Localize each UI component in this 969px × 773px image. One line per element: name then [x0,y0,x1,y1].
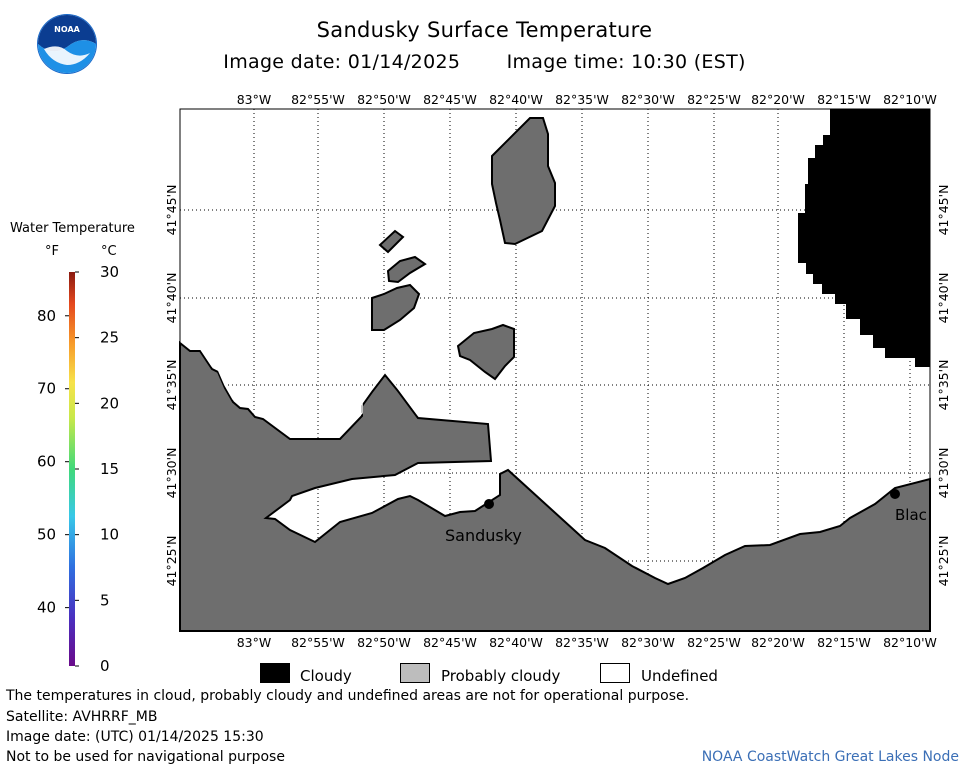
f-tick-label: 80 [37,307,56,325]
f-tick-label: 50 [37,526,56,544]
longitude-label: 82°20'W [751,92,805,107]
longitude-label: 82°40'W [489,635,543,650]
latitude-label-right: 41°40'N [936,273,951,324]
blac-label: Blac [895,506,927,524]
c-tick-label: 15 [100,460,119,478]
south-bass-island [456,323,515,381]
longitude-label: 82°15'W [817,635,871,650]
c-tick-label: 30 [100,263,119,281]
longitude-label: 82°50'W [357,92,411,107]
longitude-label: 82°45'W [423,92,477,107]
noaa-logo-text: NOAA [54,25,80,34]
map-title: Sandusky Surface Temperature [316,18,653,42]
longitude-label: 82°40'W [489,92,543,107]
disclaimer-text: The temperatures in cloud, probably clou… [6,688,690,704]
longitude-label: 82°25'W [687,92,741,107]
cloud-region [798,109,930,367]
latitude-label-left: 41°25'N [164,536,179,587]
longitude-label: 82°20'W [751,635,805,650]
latitude-label-left: 41°30'N [164,448,179,499]
legend-swatch-probably-cloudy [400,663,430,683]
image-date-label: Image date: 01/14/2025 [223,51,461,73]
map-frame [179,108,931,632]
small-island-1 [378,229,405,254]
latitude-label-right: 41°30'N [936,448,951,499]
colorbar-unit-c: °C [101,244,117,259]
c-tick-label: 10 [100,526,119,544]
longitude-label: 82°55'W [291,92,345,107]
c-tick-label: 5 [100,591,110,609]
longitude-label: 82°55'W [291,635,345,650]
f-tick-label: 40 [37,599,56,617]
f-tick-label: 60 [37,453,56,471]
small-island-2 [386,255,427,284]
c-tick-label: 20 [100,394,119,412]
legend-label-undefined: Undefined [641,667,718,685]
longitude-label: 82°30'W [621,635,675,650]
noaa-logo: NOAA [37,14,97,74]
map-subtitle: Image date: 01/14/2025 Image time: 10:30… [0,51,969,73]
legend-label-probably-cloudy: Probably cloudy [441,667,561,685]
longitude-label: 82°35'W [555,92,609,107]
longitude-label: 82°25'W [687,635,741,650]
longitude-label: 83°W [237,635,272,650]
colorbar-unit-f: °F [45,244,59,259]
legend: Cloudy Probably cloudy Undefined [0,660,969,690]
longitude-label: 82°10'W [883,92,937,107]
longitude-label: 82°10'W [883,635,937,650]
latitude-label-right: 41°45'N [936,185,951,236]
legend-label-cloudy: Cloudy [300,667,352,685]
legend-swatch-cloudy [260,663,290,683]
longitude-label: 82°35'W [555,635,609,650]
latitude-label-left: 41°35'N [164,360,179,411]
blac-marker [890,489,900,499]
latitude-label-left: 41°45'N [164,185,179,236]
latitude-label-right: 41°35'N [936,360,951,411]
marblehead-peninsula [371,283,421,331]
kelleys-island [491,117,556,246]
latitude-label-right: 41°25'N [936,536,951,587]
longitude-label: 82°15'W [817,92,871,107]
longitude-label: 82°45'W [423,635,477,650]
navigation-warning: Not to be used for navigational purpose [6,749,285,765]
credit-text: NOAA CoastWatch Great Lakes Node [701,749,959,765]
longitude-label: 83°W [237,92,272,107]
colorbar-gradient [69,272,75,666]
c-tick-label: 25 [100,329,119,347]
satellite-text: Satellite: AVHRRF_MB [6,709,158,725]
map-canvas: Sandusky Blac 83°W 82°55'W 82°50'W 82°45'W 8… [164,92,951,650]
sandusky-marker [484,499,494,509]
sandusky-label: Sandusky [445,526,522,545]
latitude-label-left: 41°40'N [164,273,179,324]
south-shore-land [179,340,931,632]
f-tick-label: 70 [37,380,56,398]
c-tick-label: 0 [100,657,110,675]
legend-swatch-undefined [600,663,630,683]
longitude-label: 82°50'W [357,635,411,650]
colorbar-title: Water Temperature [10,221,135,236]
utc-date-text: Image date: (UTC) 01/14/2025 15:30 [6,729,264,745]
image-time-label: Image time: 10:30 (EST) [506,51,746,73]
longitude-label: 82°30'W [621,92,675,107]
